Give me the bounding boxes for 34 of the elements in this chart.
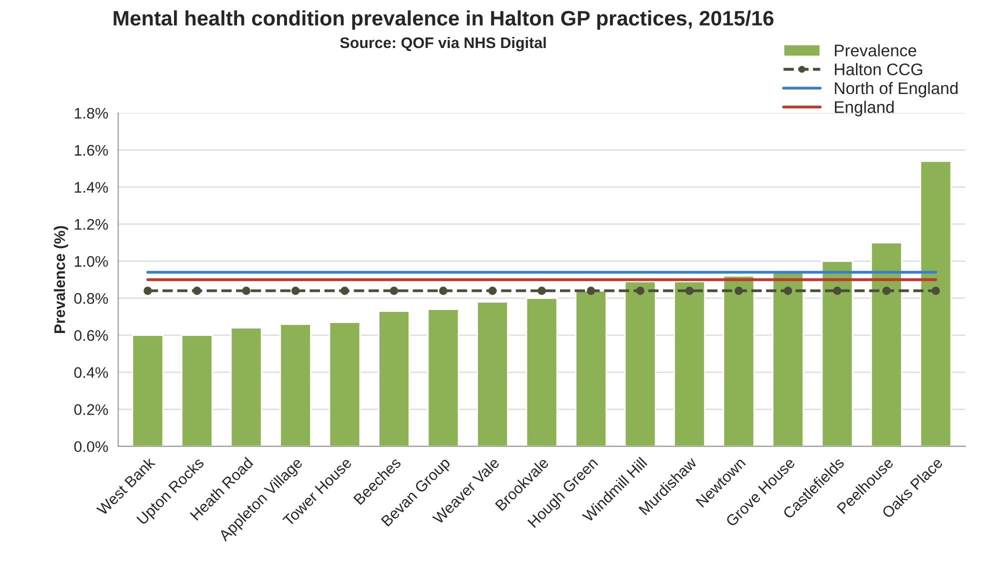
bar [624, 280, 656, 446]
bar [821, 260, 854, 446]
y-tick-label: 1.4% [74, 182, 108, 193]
legend-label: England [834, 100, 894, 116]
y-tick-label: 0.0% [74, 441, 108, 452]
legend-label: Halton CCG [834, 63, 922, 76]
y-axis-title: Prevalence (%) [54, 226, 68, 333]
y-tick-label: 0.6% [74, 330, 108, 341]
bar [230, 327, 262, 446]
bar [674, 280, 706, 446]
legend-label: Prevalence [834, 44, 916, 56]
bar [181, 334, 213, 446]
legend-label: North of England [834, 82, 958, 98]
bar [772, 272, 804, 446]
bar [280, 323, 312, 446]
bar [575, 290, 607, 446]
y-tick-label: 1.0% [74, 256, 108, 267]
bar [328, 322, 361, 446]
chart-subtitle: Source: QOF via NHS Digital [340, 36, 546, 52]
bar [427, 308, 460, 446]
y-tick-label: 1.8% [74, 108, 108, 119]
y-tick-label: 0.8% [74, 293, 108, 304]
bar [722, 275, 755, 446]
y-tick-label: 1.6% [74, 144, 108, 156]
bar [132, 334, 164, 446]
bar [526, 298, 558, 446]
bar [378, 310, 410, 446]
y-tick-label: 1.2% [74, 218, 108, 230]
chart-title: Mental health condition prevalence in Halton GP practices, 2015/16 [114, 10, 774, 30]
bar [476, 301, 508, 446]
y-tick-label: 0.2% [74, 404, 108, 415]
bar [920, 160, 952, 446]
y-tick-label: 0.4% [74, 367, 108, 378]
bar [870, 242, 902, 446]
